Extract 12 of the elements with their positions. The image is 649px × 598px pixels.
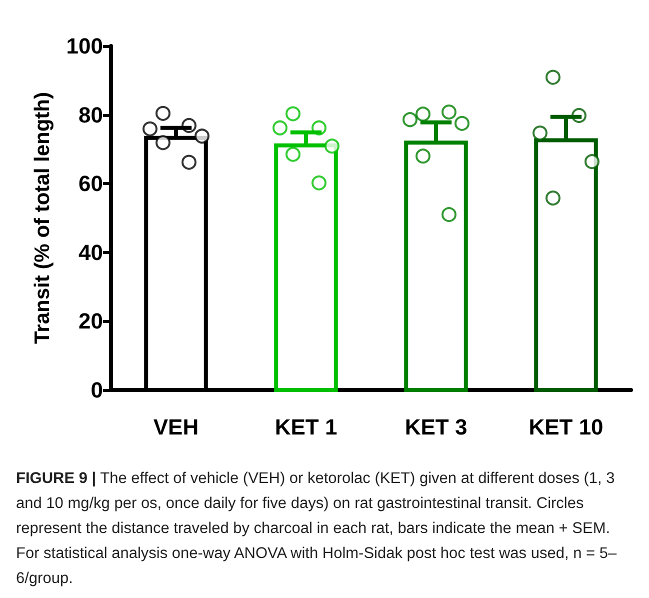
y-tick-label: 100 xyxy=(66,34,103,58)
y-tick-label: 0 xyxy=(90,378,103,402)
y-tick-label: 40 xyxy=(78,240,103,265)
x-tick-label: KET 3 xyxy=(404,414,468,440)
caption: FIGURE 9 | The effect of vehicle (VEH) or ketorolac (KET) given at different doses (1, 3 and 10 mg/kg per os, once daily for five days) on rat gastrointestinal transit. Circles represent the distance traveled by charcoal in each rat, bars indicate the mean + SEM. For statistical analysis one-way ANOVA with Holm-Sidak post hoc test was used, n = 5–6/group. xyxy=(16,469,618,589)
x-tick-label: KET 1 xyxy=(274,414,338,440)
x-tick-label: KET 10 xyxy=(528,414,604,440)
y-tick-label: 60 xyxy=(78,171,103,196)
y-tick-label: 20 xyxy=(78,308,103,334)
y-axis-title: Transit (% of total length) xyxy=(31,92,54,344)
x-tick-label: VEH xyxy=(153,414,199,440)
y-tick-label: 80 xyxy=(78,102,103,128)
